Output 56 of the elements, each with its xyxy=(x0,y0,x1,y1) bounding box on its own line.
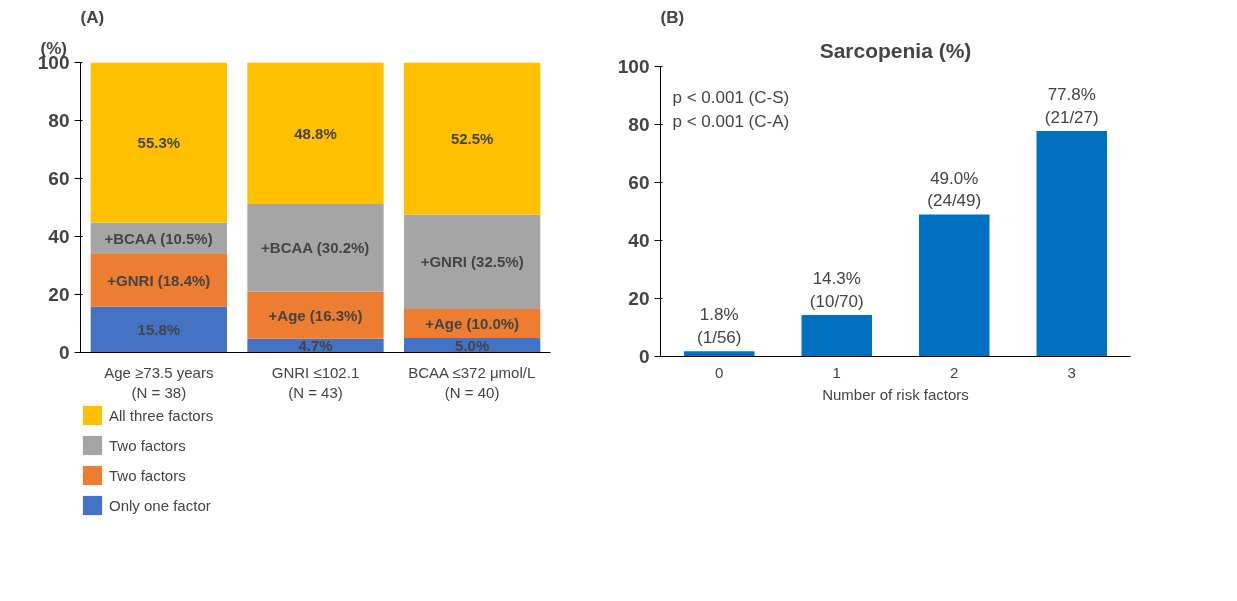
y-tick-label: 20 xyxy=(628,288,650,309)
legend-label: Two factors xyxy=(109,466,186,484)
bar xyxy=(90,62,227,223)
legend-label: Only one factor xyxy=(109,496,211,514)
data-label: 14.3% (10/70) xyxy=(809,269,864,312)
bar xyxy=(801,315,872,357)
data-label: +GNRI (18.4%) xyxy=(107,271,211,289)
y-tick-label: 60 xyxy=(628,172,650,193)
x-tick-label: GNRI ≤102.1 (N = 43) xyxy=(271,363,360,401)
data-label: 15.8% xyxy=(137,321,181,339)
x-tick-label: BCAA ≤372 μmol/L (N = 40) xyxy=(408,363,536,401)
bar xyxy=(247,62,384,205)
data-label: 77.8% (21/27) xyxy=(1044,85,1099,127)
data-label: +BCAA (30.2%) xyxy=(261,239,370,257)
data-label: 1.8% (1/56) xyxy=(697,305,742,348)
data-label: 52.5% xyxy=(450,130,494,148)
x-tick-label: 2 xyxy=(950,363,959,381)
y-tick-label: 0 xyxy=(58,342,70,363)
bar xyxy=(684,351,755,357)
bar xyxy=(247,204,384,292)
bar xyxy=(404,62,541,215)
x-tick-label: 1 xyxy=(832,363,841,381)
y-tick-label: 100 xyxy=(617,56,650,77)
data-label: +Age (16.3%) xyxy=(268,306,363,324)
x-tick-label: 0 xyxy=(715,363,724,381)
annotation: p < 0.001 (C-S) xyxy=(672,87,790,107)
y-tick-label: 40 xyxy=(628,230,650,251)
data-label: 48.8% xyxy=(294,124,337,142)
y-tick-label: 80 xyxy=(48,110,70,131)
x-tick-label: 3 xyxy=(1067,363,1076,381)
chart-title: (B) xyxy=(660,7,685,27)
y-tick-label: 20 xyxy=(48,284,70,305)
data-label: +GNRI (32.5%) xyxy=(420,253,524,271)
data-label: 4.7% xyxy=(298,337,333,355)
x-tick-label: Age ≥73.5 years (N = 38) xyxy=(104,363,214,401)
y-tick-label: 0 xyxy=(638,346,650,367)
bar xyxy=(247,291,384,339)
bar xyxy=(90,306,227,353)
data-label: 49.0% (24/49) xyxy=(927,168,982,211)
chart-title: (A) xyxy=(80,7,105,27)
y-tick-label: 80 xyxy=(628,114,650,135)
bar xyxy=(919,214,990,357)
data-label: 5.0% xyxy=(455,336,490,354)
y-tick-label: 60 xyxy=(48,168,70,189)
bar xyxy=(90,253,227,307)
data-label: +BCAA (10.5%) xyxy=(104,229,213,247)
legend-label: All three factors xyxy=(109,406,214,424)
y-tick-label: 40 xyxy=(48,226,70,247)
bar xyxy=(404,214,541,309)
bar xyxy=(1036,130,1107,357)
chart-subtitle: Sarcopenia (%) xyxy=(819,38,972,62)
x-axis-title: Number of risk factors xyxy=(822,385,969,403)
data-label: 55.3% xyxy=(137,134,181,152)
annotation: p < 0.001 (C-A) xyxy=(672,111,790,131)
data-label: +Age (10.0%) xyxy=(425,315,520,332)
legend-label: Two factors xyxy=(109,436,186,454)
